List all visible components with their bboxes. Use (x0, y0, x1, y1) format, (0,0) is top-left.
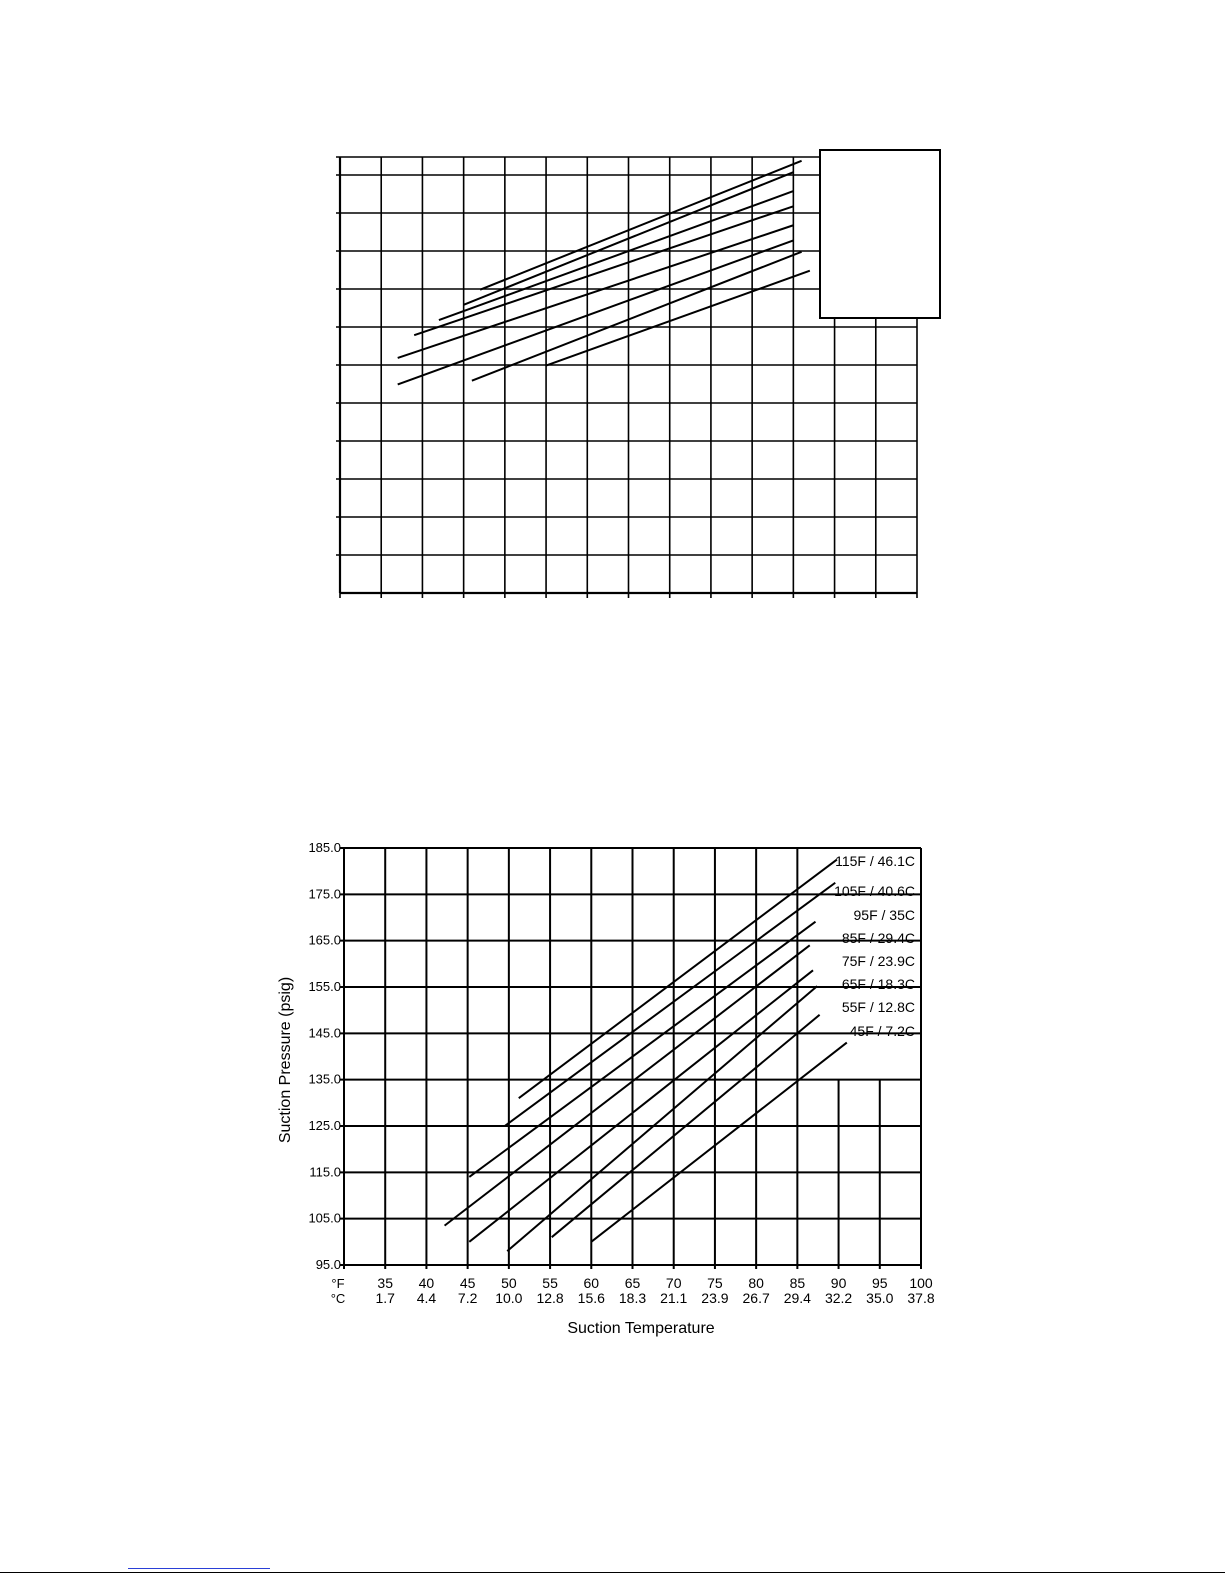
x-unit-f: °F (331, 1276, 344, 1291)
series-line (443, 944, 811, 1227)
x-tick-label-c: 23.9 (701, 1290, 728, 1306)
y-axis-label: Suction Pressure (psig) (277, 977, 294, 1143)
x-tick-label-f: 100 (909, 1275, 933, 1291)
x-tick-label-c: 26.7 (743, 1290, 770, 1306)
y-tick-label: 135.0 (308, 1072, 341, 1087)
x-unit-c: °C (331, 1291, 346, 1306)
x-tick-label-f: 50 (501, 1275, 517, 1291)
y-tick-label: 125.0 (308, 1118, 341, 1133)
series-label: 85F / 29.4C (842, 930, 915, 946)
series-line (506, 985, 818, 1252)
series-label: 45F / 7.2C (850, 1023, 915, 1039)
series-label: 105F / 40.6C (834, 883, 915, 899)
x-tick-label-c: 18.3 (619, 1290, 646, 1306)
x-tick-label-f: 75 (707, 1275, 723, 1291)
series-label: 75F / 23.9C (842, 953, 915, 969)
x-tick-label-c: 21.1 (660, 1290, 687, 1306)
x-tick-label-f: 80 (748, 1275, 764, 1291)
series-label: 65F / 18.3C (842, 976, 915, 992)
x-tick-label-f: 45 (460, 1275, 476, 1291)
x-tick-label-f: 85 (790, 1275, 806, 1291)
x-tick-label-c: 29.4 (784, 1290, 811, 1306)
series-labels: 115F / 46.1C 105F / 40.6C 95F / 35C 85F / 2… (834, 853, 915, 1039)
y-tick-label: 175.0 (308, 886, 341, 901)
upper-series-line (479, 159, 802, 291)
x-tick-label-c: 15.6 (578, 1290, 605, 1306)
x-tick-label-f: 95 (872, 1275, 888, 1291)
upper-chart-legend-box (819, 149, 941, 319)
y-tick-label: 155.0 (308, 979, 341, 994)
y-tick-label: 95.0 (316, 1257, 341, 1272)
series-line (551, 1014, 821, 1238)
footer-link-underline (128, 1568, 270, 1569)
x-tick-label-c: 1.7 (375, 1290, 395, 1306)
y-tick-label: 165.0 (308, 933, 341, 948)
x-tick-label-f: 35 (377, 1275, 393, 1291)
x-axis-label: Suction Temperature (567, 1320, 714, 1337)
upper-chart-lines (397, 159, 811, 386)
series-label: 115F / 46.1C (835, 853, 915, 869)
series-label: 55F / 12.8C (842, 999, 915, 1015)
upper-series-line (397, 224, 794, 359)
x-tick-label-c: 32.2 (825, 1290, 852, 1306)
x-tick-label-c: 35.0 (866, 1290, 893, 1306)
y-tick-label: 145.0 (308, 1025, 341, 1040)
chart-lines (443, 858, 848, 1252)
series-line (504, 881, 836, 1127)
y-tick-label: 115.0 (309, 1164, 341, 1179)
x-tick-label-f: 70 (666, 1275, 682, 1291)
y-tick-labels: 185.0 175.0 165.0 155.0 145.0 135.0 125.0 115.0… (308, 840, 341, 1272)
upper-series-line (463, 171, 794, 306)
x-tick-label-f: 55 (542, 1275, 558, 1291)
x-tick-label-c: 10.0 (495, 1290, 522, 1306)
y-tick-label: 185.0 (308, 840, 341, 855)
y-tick-label: 105.0 (308, 1211, 341, 1226)
x-tick-label-c: 4.4 (417, 1290, 437, 1306)
x-tick-label-c: 37.8 (907, 1290, 934, 1306)
upper-series-line (438, 190, 794, 321)
x-tick-label-f: 65 (625, 1275, 641, 1291)
x-tick-label-f: 60 (583, 1275, 599, 1291)
series-line (468, 920, 817, 1178)
footer-rule (0, 1572, 1225, 1573)
series-line (518, 858, 838, 1099)
upper-series-line (413, 205, 794, 337)
upper-series-line (545, 269, 811, 367)
x-tick-label-f: 90 (831, 1275, 847, 1291)
x-tick-label-f: 40 (419, 1275, 435, 1291)
series-label: 95F / 35C (854, 907, 915, 923)
upper-series-line (397, 239, 794, 386)
x-tick-label-c: 12.8 (536, 1290, 563, 1306)
upper-chart-grid (336, 156, 918, 598)
upper-series-line (471, 250, 802, 382)
x-tick-label-c: 7.2 (458, 1290, 478, 1306)
series-line (590, 1041, 848, 1243)
series-line (468, 969, 814, 1243)
